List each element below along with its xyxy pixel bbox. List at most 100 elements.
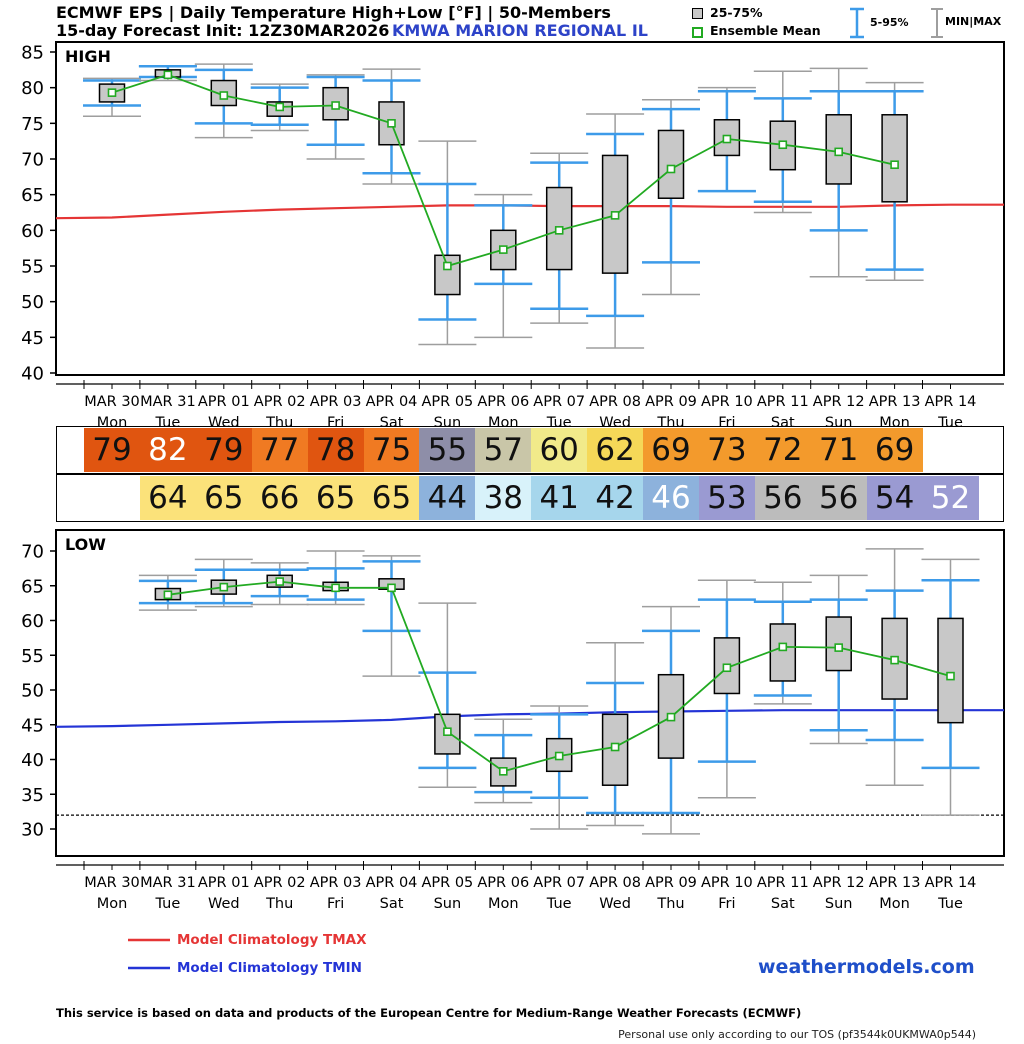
x-day-label: Sat [771, 896, 795, 912]
ensemble-mean-point [498, 767, 508, 776]
x-date-label: APR 02 [254, 394, 306, 410]
ensemble-mean-point [834, 643, 844, 652]
legend-box-label: 25-75% [710, 5, 763, 20]
x-date-label: APR 06 [477, 394, 529, 410]
iqr-box [434, 254, 461, 296]
x-day-label: Fri [327, 896, 344, 912]
ensemble-mean-point [890, 655, 899, 665]
x-day-label: Tue [155, 896, 181, 912]
high-value-cell: 82 [139, 428, 196, 472]
legend-minmax-icon [931, 8, 943, 38]
x-day-label: Sat [380, 415, 404, 426]
x-day-label: Sat [771, 415, 795, 426]
x-date-label: APR 09 [645, 875, 697, 891]
x-day-label: Sun [434, 896, 462, 912]
ensemble-mean-point [834, 147, 844, 157]
high-value-cell: 77 [251, 428, 308, 472]
y-tick-label: 60 [21, 221, 44, 242]
ensemble-mean-point [778, 140, 788, 150]
low-value-cell: 38 [475, 476, 532, 520]
ensemble-mean-point [890, 160, 899, 170]
ensemble-mean-point [946, 671, 955, 681]
high-value-cell: 69 [866, 428, 923, 472]
ensemble-mean-point [275, 577, 285, 586]
y-tick-label: 80 [21, 78, 44, 99]
x-date-label: APR 04 [366, 875, 418, 891]
low-value-cell: 44 [419, 476, 476, 520]
plot-frame [55, 529, 1005, 857]
high-value-cell: 62 [587, 428, 644, 472]
high-value-cell: 71 [810, 428, 867, 472]
x-day-label: Wed [208, 896, 240, 912]
station-name: KMWA MARION REGIONAL IL [392, 21, 648, 40]
x-day-label: Wed [599, 415, 631, 426]
chart-title: ECMWF EPS | Daily Temperature High+Low [… [56, 3, 611, 22]
x-day-label: Wed [208, 415, 240, 426]
x-day-label: Sat [380, 896, 404, 912]
x-date-label: APR 14 [925, 394, 977, 410]
ensemble-mean-point [610, 742, 620, 752]
clim-legend-lines [128, 938, 170, 970]
ensemble-mean-point [219, 91, 229, 100]
low-value-cell: 56 [754, 476, 811, 520]
y-tick-label: 30 [21, 820, 44, 841]
x-day-label: Mon [97, 415, 128, 426]
x-date-label: APR 07 [533, 875, 585, 891]
x-day-label: Mon [879, 896, 910, 912]
ensemble-mean-point [610, 211, 620, 220]
high-value-cell: 75 [363, 428, 420, 472]
x-day-label: Sun [434, 415, 462, 426]
y-tick-label: 70 [21, 150, 44, 171]
legend-box-swatch [692, 8, 703, 19]
x-day-label: Mon [488, 415, 519, 426]
ensemble-mean-point [219, 582, 229, 592]
forecast-init: 15-day Forecast Init: 12Z30MAR2026 [56, 21, 390, 40]
x-date-label: APR 03 [310, 394, 362, 410]
x-day-label: Sun [825, 896, 853, 912]
x-date-label: APR 08 [589, 394, 641, 410]
x-date-label: MAR 30 [84, 394, 140, 410]
footer-tos: Personal use only according to our TOS (… [618, 1028, 976, 1041]
low-value-cell: 66 [251, 476, 308, 520]
low-value-cell: 65 [195, 476, 252, 520]
high-value-cell: 55 [419, 428, 476, 472]
x-date-label: APR 04 [366, 394, 418, 410]
low-value-cell: 42 [587, 476, 644, 520]
low-value-cell: 64 [139, 476, 196, 520]
y-tick-label: 75 [21, 114, 44, 135]
x-day-label: Mon [879, 415, 910, 426]
x-date-label: APR 06 [477, 875, 529, 891]
x-date-label: APR 14 [925, 875, 977, 891]
x-date-label: MAR 31 [140, 394, 196, 410]
x-date-label: APR 11 [757, 875, 809, 891]
y-tick-label: 35 [21, 785, 44, 806]
ensemble-mean-point [107, 88, 117, 97]
x-day-label: Tue [546, 415, 572, 426]
high-value-cell: 60 [531, 428, 588, 472]
x-date-label: MAR 30 [84, 875, 140, 891]
legend-mean-label: Ensemble Mean [710, 23, 821, 38]
x-date-label: APR 01 [198, 394, 250, 410]
footer-attribution: This service is based on data and produc… [56, 1006, 802, 1020]
high-value-cell: 79 [84, 428, 140, 472]
ensemble-mean-point [331, 583, 340, 593]
clim-tmax-label: Model Climatology TMAX [177, 932, 367, 948]
ensemble-mean-point [387, 119, 396, 128]
x-day-label: Thu [656, 415, 684, 426]
high-value-cell: 57 [475, 428, 532, 472]
y-tick-label: 40 [21, 364, 44, 385]
y-tick-label: 60 [21, 611, 44, 632]
ensemble-mean-point [554, 751, 564, 761]
legend-minmax-label: MIN|MAX [945, 15, 1002, 28]
x-date-label: APR 05 [421, 394, 473, 410]
high-value-cell: 72 [754, 428, 811, 472]
iqr-box [769, 623, 797, 682]
iqr-box [937, 617, 964, 724]
x-date-label: APR 03 [310, 875, 362, 891]
x-day-label: Tue [937, 415, 963, 426]
x-date-label: APR 10 [701, 394, 753, 410]
y-tick-label: 70 [21, 542, 44, 563]
x-date-label: APR 13 [869, 394, 921, 410]
brand-link[interactable]: weathermodels.com [758, 956, 975, 978]
y-tick-label: 45 [21, 715, 44, 736]
